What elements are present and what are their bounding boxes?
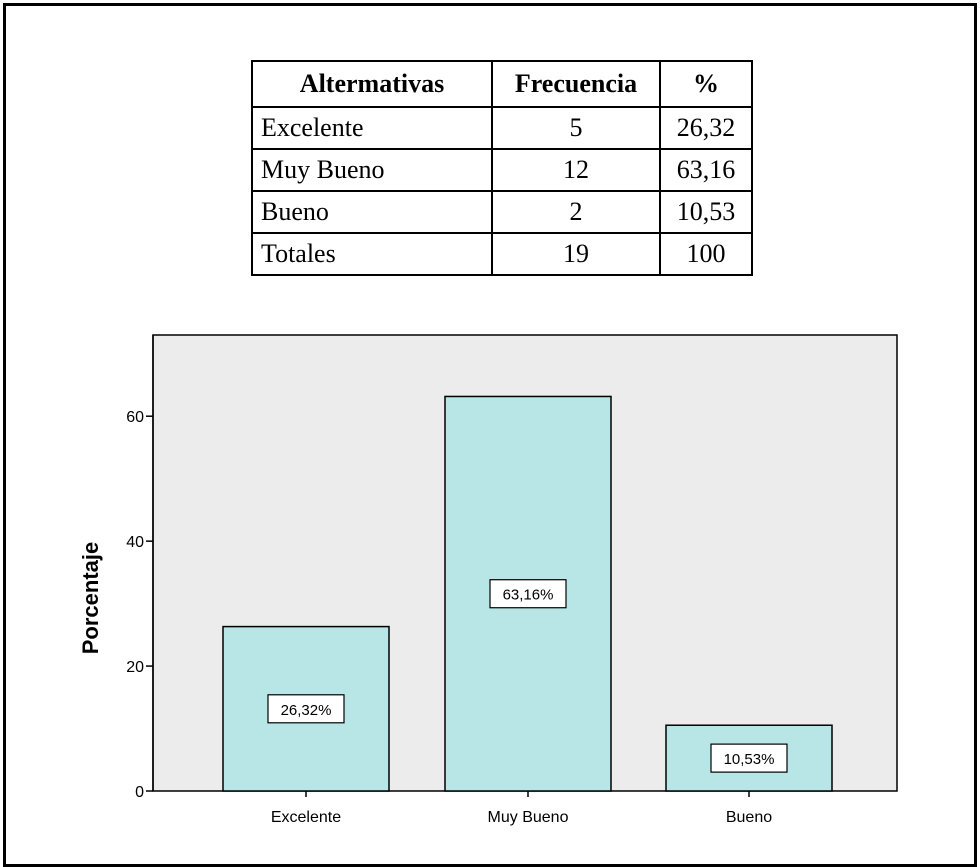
data-label: 10,53% — [724, 751, 775, 768]
x-tick-label: Muy Bueno — [488, 809, 569, 826]
x-axis: Excelente Muy Bueno Bueno — [271, 791, 772, 826]
data-label: 63,16% — [503, 587, 554, 604]
y-tick-label: 40 — [126, 534, 144, 551]
x-tick-label: Excelente — [271, 809, 341, 826]
y-tick-label: 20 — [126, 659, 144, 676]
y-tick-label: 0 — [135, 784, 144, 801]
y-axis-label: Porcentaje — [78, 542, 103, 655]
y-axis: 0 20 40 60 — [126, 335, 153, 801]
y-tick-label: 60 — [126, 409, 144, 426]
x-tick-label: Bueno — [726, 809, 772, 826]
data-label: 26,32% — [281, 702, 332, 719]
